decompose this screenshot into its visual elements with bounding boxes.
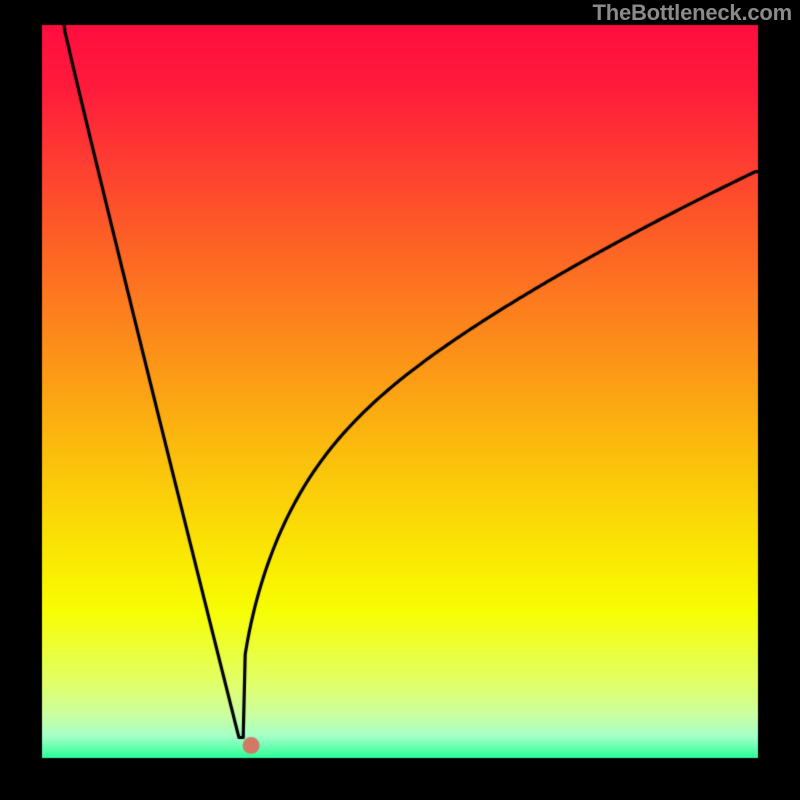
chart-stage: TheBottleneck.com [0,0,800,800]
bottleneck-chart-canvas [0,0,800,800]
watermark-text: TheBottleneck.com [592,0,792,26]
